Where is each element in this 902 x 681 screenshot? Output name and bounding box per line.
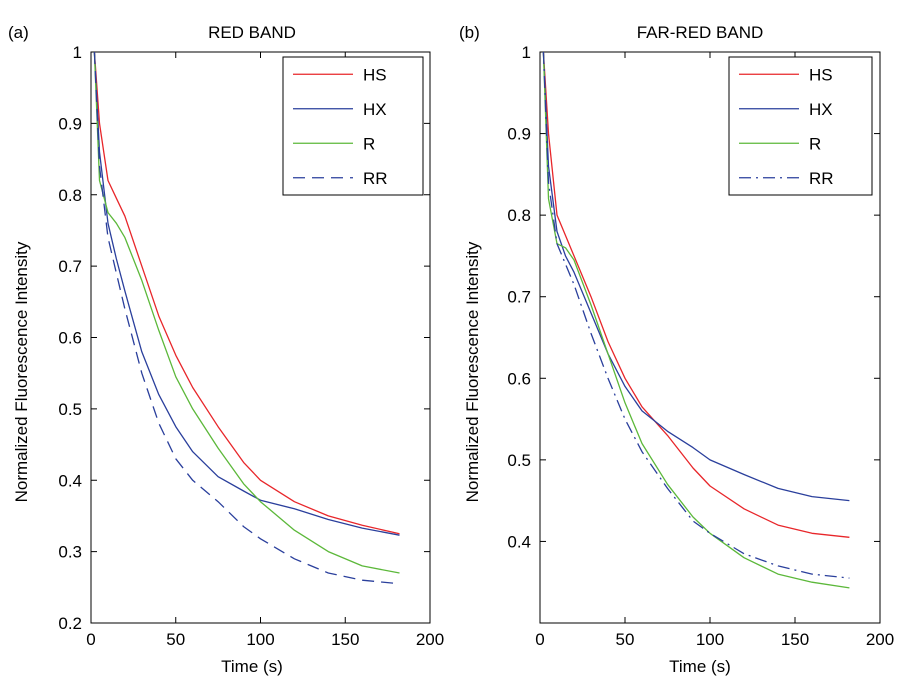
chart-title-a: RED BAND	[208, 23, 296, 42]
x-tick-label: 0	[535, 630, 544, 649]
y-tick-label: 0.6	[58, 329, 82, 348]
plot-area-a: 0 50 100 150 200 0.2 0.3 0.4 0.5 0.6 0.7 0.8 0.9 1	[58, 43, 444, 649]
y-tick-label: 0.8	[58, 186, 82, 205]
series-line-rr-a	[93, 52, 400, 585]
x-tick-label: 100	[246, 630, 274, 649]
y-tick-label: 0.5	[58, 400, 82, 419]
y-tick-label: 0.3	[58, 543, 82, 562]
x-tick-label: 0	[86, 630, 95, 649]
x-tick-label: 50	[166, 630, 185, 649]
y-tick-label: 0.4	[58, 471, 82, 490]
y-tick-label: 1	[73, 43, 82, 62]
panel-label-a: (a)	[8, 23, 29, 42]
legend-label-hx: HX	[363, 100, 387, 119]
series-line-rr-b	[542, 52, 850, 579]
legend-box-a	[282, 56, 424, 196]
y-tick-label: 0.9	[507, 125, 531, 144]
y-tick-label: 0.7	[507, 288, 531, 307]
panel-b: (b) FAR-RED BAND Time (s) Normalized Flu…	[459, 23, 894, 676]
y-axis-label-a: Normalized Fluorescence Intensity	[12, 241, 31, 502]
series-line-hx-a	[93, 52, 400, 536]
y-tick-label: 0.6	[507, 369, 531, 388]
y-tick-label: 0.9	[58, 114, 82, 133]
y-tick-label: 1	[522, 43, 531, 62]
y-tick-label: 0.4	[507, 532, 531, 551]
x-tick-label: 200	[866, 630, 894, 649]
x-tick-label: 200	[416, 630, 444, 649]
legend-label-r: R	[363, 134, 375, 153]
series-line-hs-a	[93, 52, 400, 535]
series-line-r-a	[93, 52, 400, 574]
chart-title-b: FAR-RED BAND	[637, 23, 764, 42]
panel-a: (a) RED BAND Time (s) Normalized Fluores…	[8, 23, 444, 676]
legend-label-hx: HX	[809, 100, 833, 119]
y-tick-label: 0.7	[58, 257, 82, 276]
legend-label-hs: HS	[363, 65, 387, 84]
legend-box-b	[728, 56, 873, 196]
series-line-hx-b	[542, 52, 850, 502]
series-line-hs-b	[542, 52, 850, 538]
y-tick-label: 0.5	[507, 451, 531, 470]
x-axis-label-b: Time (s)	[669, 657, 731, 676]
x-tick-label: 100	[696, 630, 724, 649]
x-tick-label: 150	[781, 630, 809, 649]
x-tick-label: 150	[331, 630, 359, 649]
plot-area-b: 0 50 100 150 200 0.4 0.5 0.6 0.7 0.8 0.9 1	[507, 43, 894, 649]
y-axis-label-b: Normalized Fluorescence Intensity	[463, 241, 482, 502]
legend-label-rr: RR	[363, 169, 388, 188]
panel-label-b: (b)	[459, 23, 480, 42]
legend-label-rr: RR	[809, 169, 834, 188]
y-tick-label: 0.8	[507, 206, 531, 225]
legend-label-hs: HS	[809, 65, 833, 84]
x-axis-label-a: Time (s)	[221, 657, 283, 676]
legend-label-r: R	[809, 134, 821, 153]
y-tick-label: 0.2	[58, 614, 82, 633]
x-tick-label: 50	[616, 630, 635, 649]
series-line-r-b	[542, 52, 850, 589]
